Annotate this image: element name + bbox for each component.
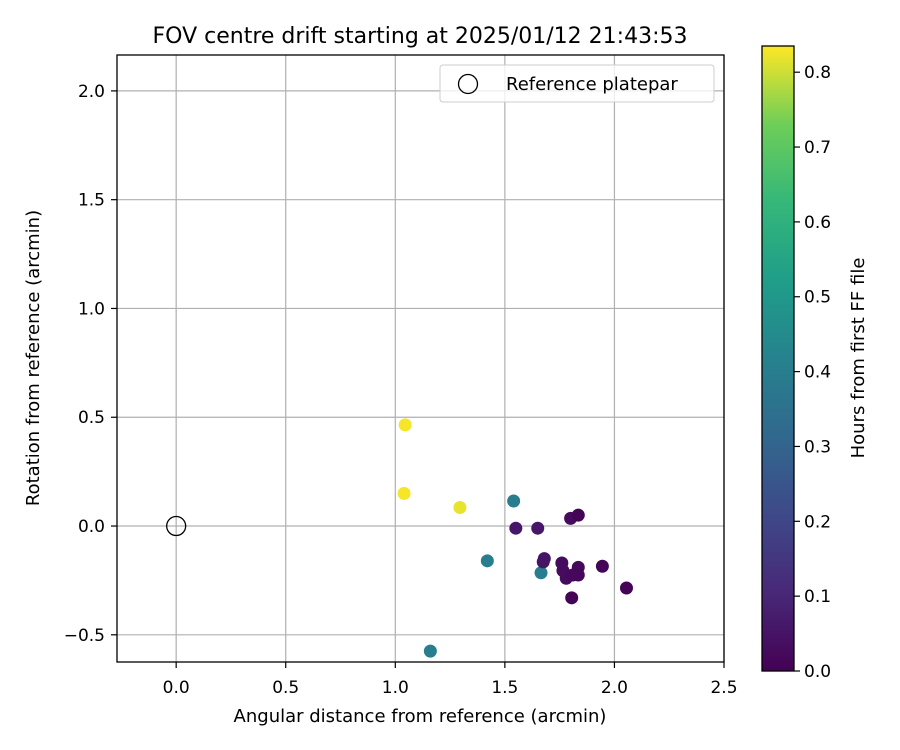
y-tick-label-0: −0.5 (64, 626, 105, 646)
colorbar-tick-label-0: 0.0 (804, 662, 831, 682)
legend-box (439, 64, 715, 103)
colorbar-tick-label-6: 0.6 (804, 213, 831, 233)
x-tick-label-3: 1.5 (491, 678, 518, 698)
x-tick-label-2: 1.0 (382, 678, 409, 698)
colorbar (761, 45, 795, 672)
x-tick-label-4: 2.0 (601, 678, 628, 698)
colorbar-tick-label-8: 0.8 (804, 63, 831, 83)
colorbar-tick-label-7: 0.7 (804, 138, 831, 158)
y-tick-label-1: 0.0 (78, 517, 105, 537)
colorbar-tick-label-2: 0.2 (804, 512, 831, 532)
y-tick-label-3: 1.0 (78, 299, 105, 319)
data-point-12 (571, 508, 585, 522)
data-point-1 (397, 486, 411, 500)
data-point-20 (565, 591, 579, 605)
colorbar-label: Hours from first FF file (848, 258, 869, 459)
chart-title: FOV centre drift starting at 2025/01/12 … (153, 24, 688, 49)
colorbar-tick-label-3: 0.3 (804, 437, 831, 457)
data-points (397, 418, 633, 658)
data-point-5 (534, 566, 548, 580)
data-point-3 (507, 494, 521, 508)
data-point-0 (398, 418, 412, 432)
colorbar-tick-label-1: 0.1 (804, 587, 831, 607)
x-tick-label-5: 2.5 (710, 678, 737, 698)
x-tick-label-0: 0.0 (163, 678, 190, 698)
reference-platepar-marker (166, 515, 187, 537)
data-point-21 (619, 581, 633, 595)
plot-frame (116, 54, 725, 663)
legend: Reference platepar (439, 64, 715, 103)
x-axis-label: Angular distance from reference (arcmin) (234, 706, 607, 727)
y-axis-ticks: −0.5 0.0 0.5 1.0 1.5 2.0 (64, 82, 117, 646)
colorbar-tick-label-5: 0.5 (804, 288, 831, 308)
colorbar-ticks: 0.0 0.1 0.2 0.3 0.4 0.5 0.6 0.7 0.8 (794, 63, 831, 682)
y-tick-label-2: 0.5 (78, 408, 105, 428)
colorbar-tick-label-4: 0.4 (804, 363, 831, 383)
y-tick-label-4: 1.5 (78, 191, 105, 211)
data-point-18 (566, 568, 580, 582)
data-point-6 (423, 644, 437, 658)
data-point-8 (531, 521, 545, 535)
y-axis-label: Rotation from reference (arcmin) (23, 210, 44, 506)
reference-point (166, 515, 187, 537)
data-point-19 (595, 559, 609, 573)
y-tick-label-5: 2.0 (78, 82, 105, 102)
data-point-7 (509, 521, 523, 535)
x-tick-label-1: 0.5 (272, 678, 299, 698)
data-point-4 (480, 554, 494, 568)
data-point-2 (453, 501, 467, 515)
legend-marker-hollow-circle (457, 73, 479, 95)
grid-lines (117, 55, 725, 662)
legend-entry-label: Reference platepar (506, 74, 678, 95)
x-axis-ticks: 0.0 0.5 1.0 1.5 2.0 2.5 (163, 662, 738, 698)
data-point-10 (536, 555, 550, 569)
